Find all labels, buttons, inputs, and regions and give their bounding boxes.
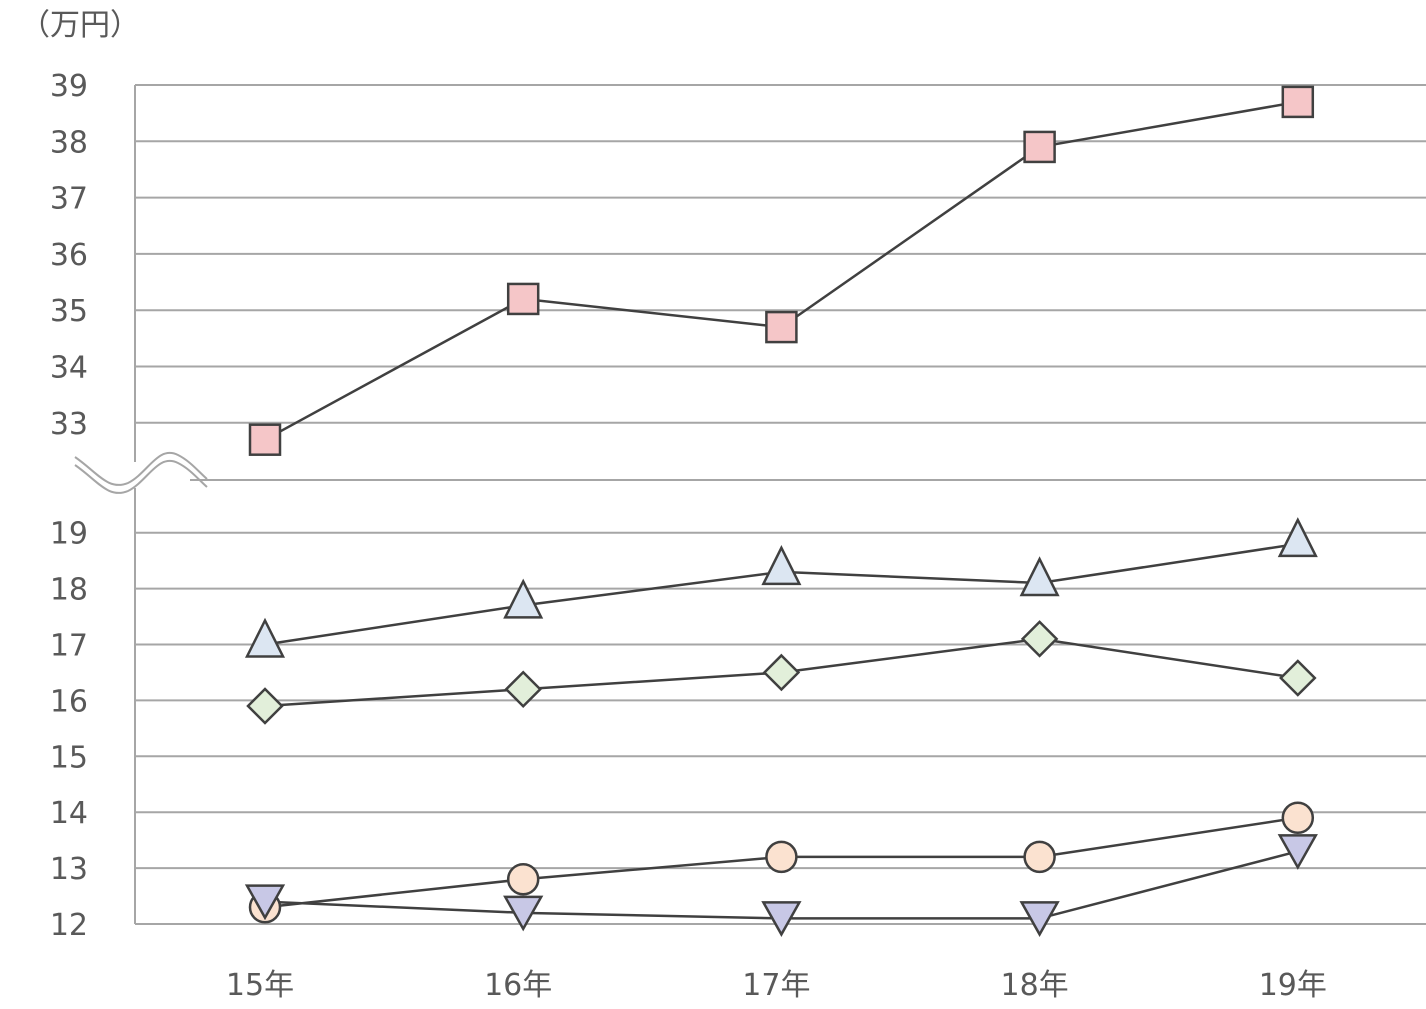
data-point-triangle-up	[1019, 556, 1060, 597]
y-tick-label: 19	[50, 517, 88, 552]
data-point-triangle-down	[1277, 834, 1318, 870]
data-point-triangle-up	[761, 545, 802, 586]
data-point-square	[248, 423, 282, 456]
data-point-triangle-down	[761, 901, 802, 937]
axis-break-wave	[74, 451, 208, 486]
data-point-diamond	[762, 653, 801, 692]
x-tick-label: 19年	[1259, 968, 1327, 1003]
x-tick-label: 18年	[1001, 968, 1069, 1003]
y-tick-label: 38	[50, 125, 88, 160]
data-point-square	[1281, 85, 1315, 119]
data-point-circle	[765, 840, 798, 874]
y-tick-label: 14	[50, 796, 88, 831]
y-axis-unit-label: （万円）	[20, 8, 140, 43]
data-point-circle	[1281, 801, 1315, 835]
data-point-circle	[1023, 840, 1056, 874]
y-axis-ticks: 33 34 35 36 37 38 39 12 13 14 15 16 17 18 19	[50, 69, 88, 943]
data-point-triangle-down	[1019, 901, 1060, 937]
data-point-triangle-up	[244, 617, 286, 658]
x-tick-label: 17年	[742, 968, 810, 1003]
series-line-square	[264, 100, 1299, 441]
data-point-square	[765, 310, 798, 344]
y-tick-label: 18	[50, 573, 88, 608]
data-point-diamond	[504, 670, 542, 708]
y-tick-label: 16	[50, 684, 88, 719]
gridlines	[134, 84, 1426, 925]
data-point-diamond	[1020, 620, 1059, 658]
y-tick-label: 34	[50, 351, 88, 386]
y-tick-label: 12	[50, 908, 88, 943]
y-tick-label: 13	[50, 852, 88, 887]
data-point-diamond	[246, 687, 284, 725]
y-tick-label: 17	[50, 629, 88, 664]
axis-break-mark	[74, 451, 208, 494]
series-lines	[264, 100, 1299, 920]
x-axis-ticks: 15年 16年 17年 18年 19年	[226, 968, 1327, 1003]
y-tick-label: 36	[50, 238, 88, 273]
data-point-triangle-up	[503, 578, 544, 619]
y-tick-label: 37	[50, 182, 88, 217]
x-tick-label: 15年	[226, 968, 294, 1003]
series-markers	[244, 85, 1318, 937]
data-point-triangle-down	[244, 884, 286, 921]
x-tick-label: 16年	[484, 968, 552, 1003]
y-tick-label: 35	[50, 294, 88, 329]
data-point-square	[1023, 130, 1056, 164]
axis-break-wave	[74, 459, 208, 494]
y-tick-label: 39	[50, 69, 88, 104]
data-point-triangle-up	[1277, 517, 1318, 558]
data-point-diamond	[1279, 659, 1317, 697]
data-point-triangle-down	[503, 895, 544, 932]
data-point-circle	[506, 863, 540, 896]
y-tick-label: 15	[50, 740, 88, 775]
y-tick-label: 33	[50, 407, 88, 442]
data-point-square	[506, 282, 540, 316]
